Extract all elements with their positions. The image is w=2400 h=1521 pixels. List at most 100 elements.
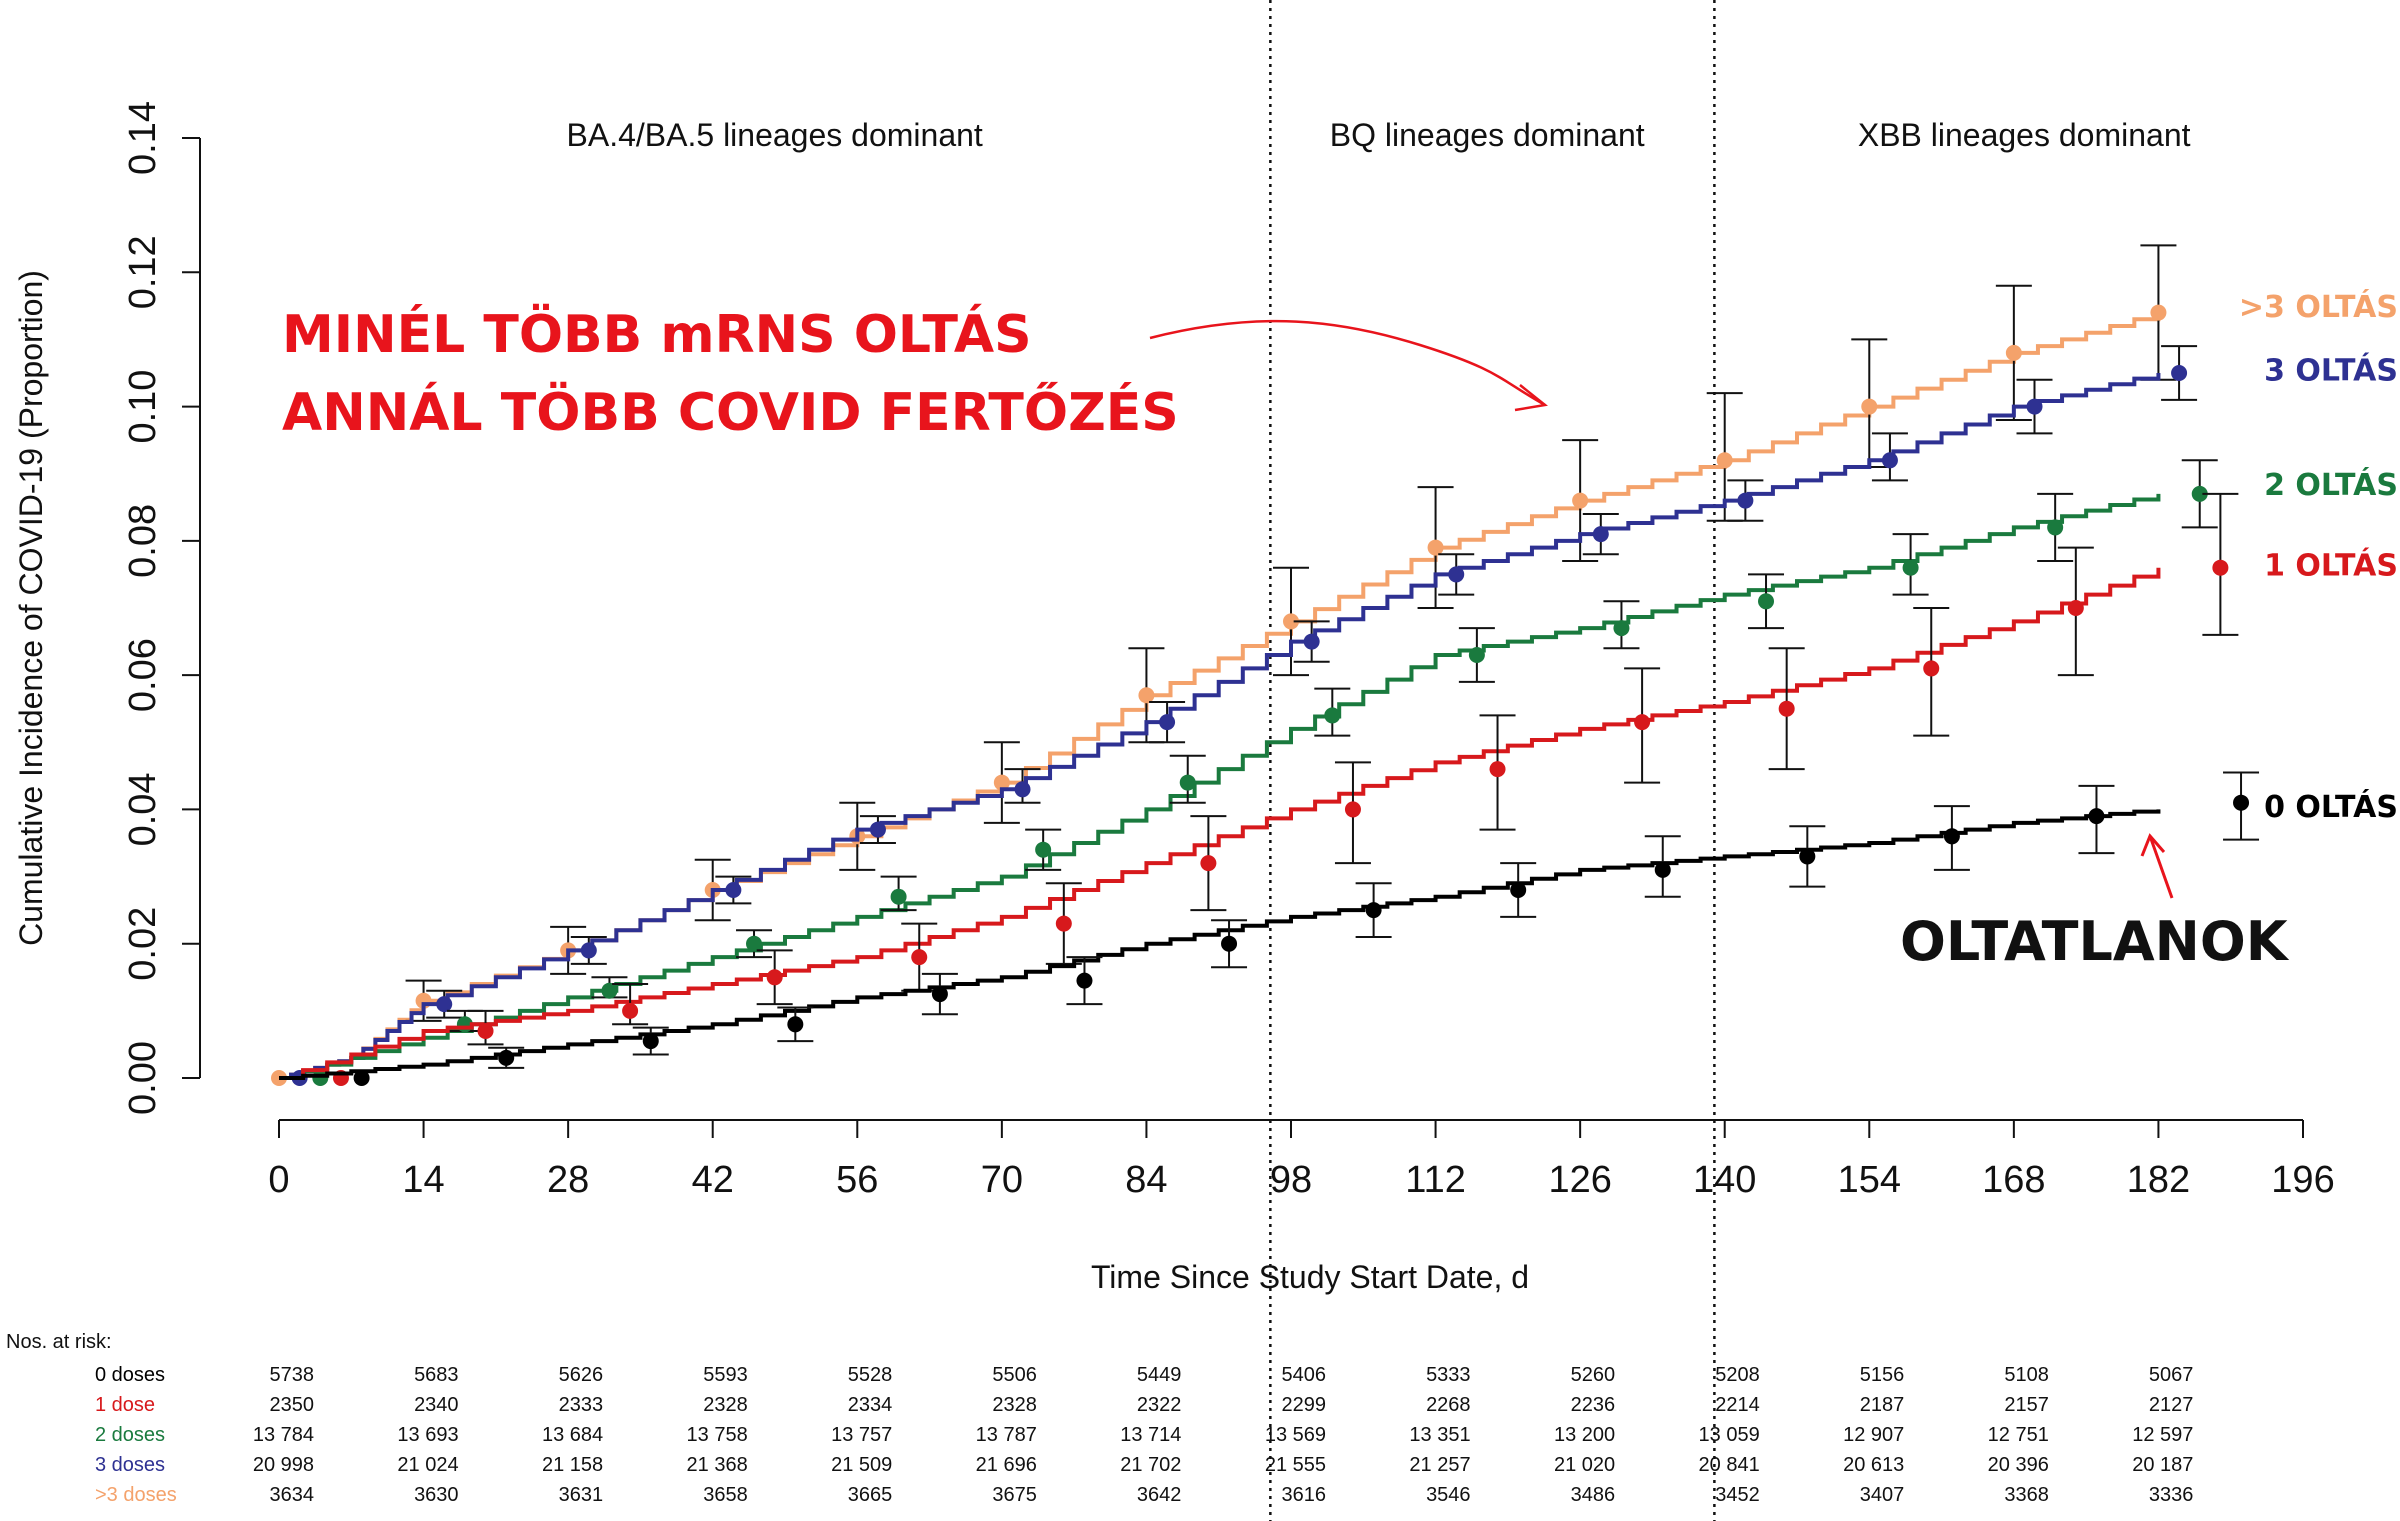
y-tick-label: 0.06 xyxy=(122,638,164,712)
data-point xyxy=(1468,647,1485,663)
risk-cell: 20 396 xyxy=(1988,1454,2049,1476)
risk-cell: 21 368 xyxy=(687,1454,748,1476)
data-point xyxy=(2191,485,2208,502)
risk-cell: 13 757 xyxy=(831,1424,892,1446)
data-point xyxy=(1014,781,1031,798)
risk-cell: 13 784 xyxy=(253,1424,314,1446)
data-point xyxy=(601,982,618,999)
risk-cell: 5449 xyxy=(1137,1364,1182,1386)
data-point xyxy=(1758,593,1775,610)
data-point xyxy=(1923,660,1940,677)
data-point xyxy=(1510,882,1527,898)
data-point xyxy=(1592,526,1609,543)
series-curve xyxy=(279,373,2161,1080)
risk-cell: 13 200 xyxy=(1554,1424,1615,1446)
x-tick-label: 126 xyxy=(1548,1159,1611,1201)
risk-cell: 5333 xyxy=(1426,1364,1471,1386)
data-point xyxy=(2026,398,2043,415)
headline-arrow xyxy=(1149,319,1546,407)
x-tick-label: 182 xyxy=(2127,1159,2190,1201)
data-point xyxy=(1572,492,1589,509)
data-point xyxy=(622,1002,639,1019)
risk-cell: 21 024 xyxy=(397,1454,458,1476)
data-point xyxy=(1076,972,1093,989)
data-point xyxy=(580,942,597,959)
headline-line-1: MINÉL TÖBB mRNS OLTÁS xyxy=(282,303,1032,365)
data-point xyxy=(1324,707,1341,724)
data-point xyxy=(436,996,453,1013)
y-tick-label: 0.12 xyxy=(122,235,164,309)
series-layer xyxy=(271,244,2260,1086)
data-point xyxy=(890,888,907,905)
x-tick-label: 84 xyxy=(1125,1159,1167,1201)
risk-cell: 13 787 xyxy=(976,1424,1037,1446)
x-tick-label: 14 xyxy=(402,1159,444,1201)
x-tick-label: 196 xyxy=(2271,1159,2334,1201)
risk-cell: 21 158 xyxy=(542,1454,603,1476)
period-regions: BA.4/BA.5 lineages dominant BQ lineages d… xyxy=(567,0,2191,1521)
risk-cell: 3675 xyxy=(992,1484,1037,1506)
risk-cell: 20 187 xyxy=(2132,1454,2193,1476)
risk-cell: 2157 xyxy=(2004,1394,2049,1416)
annotations-layer: MINÉL TÖBB mRNS OLTÁS ANNÁL TÖBB COVID F… xyxy=(282,289,2398,973)
data-point xyxy=(1489,761,1506,778)
data-point xyxy=(1159,714,1176,731)
series-curve xyxy=(279,809,2161,1080)
series-group xyxy=(271,244,2177,1086)
data-point xyxy=(725,882,742,898)
data-point xyxy=(1861,398,1878,415)
data-point xyxy=(1654,861,1671,878)
data-point xyxy=(746,935,763,952)
risk-row-label: 0 doses xyxy=(95,1364,165,1386)
risk-cell: 5108 xyxy=(2004,1364,2049,1386)
x-tick-label: 56 xyxy=(836,1159,878,1201)
risk-cell: 21 702 xyxy=(1120,1454,1181,1476)
x-tick-label: 28 xyxy=(547,1159,589,1201)
risk-row-label: 3 doses xyxy=(95,1454,165,1476)
risk-cell: 20 841 xyxy=(1699,1454,1760,1476)
x-tick-label: 168 xyxy=(1982,1159,2045,1201)
risk-cell: 5626 xyxy=(559,1364,604,1386)
data-point xyxy=(911,949,928,966)
risk-cell: 3631 xyxy=(559,1484,604,1506)
risk-cell: 3546 xyxy=(1426,1484,1471,1506)
y-tick-label: 0.10 xyxy=(122,370,164,444)
series-group xyxy=(279,771,2260,1086)
risk-cell: 13 714 xyxy=(1120,1424,1181,1446)
data-point xyxy=(1283,613,1299,630)
data-point xyxy=(1179,774,1196,791)
y-tick-label: 0.04 xyxy=(122,772,164,846)
risk-cell: 13 758 xyxy=(687,1424,748,1446)
data-point xyxy=(2233,794,2250,811)
data-point xyxy=(2212,559,2229,576)
x-axis-title: Time Since Study Start Date, d xyxy=(1091,1259,1529,1295)
end-label: >3 OLTÁS xyxy=(2239,289,2398,325)
data-point xyxy=(2088,808,2105,825)
risk-cell: 2350 xyxy=(270,1394,315,1416)
data-point xyxy=(869,821,886,838)
risk-cell: 5260 xyxy=(1571,1364,1616,1386)
risk-cell: 20 998 xyxy=(253,1454,314,1476)
data-point xyxy=(1344,801,1361,818)
risk-cell: 2187 xyxy=(1860,1394,1905,1416)
data-point xyxy=(931,986,948,1003)
end-label: 2 OLTÁS xyxy=(2264,467,2398,503)
x-tick-label: 0 xyxy=(268,1159,289,1201)
data-point xyxy=(1365,902,1382,919)
data-point xyxy=(2150,304,2167,321)
risk-cell: 2236 xyxy=(1571,1394,1616,1416)
data-point xyxy=(1943,828,1960,845)
risk-cell: 5738 xyxy=(270,1364,315,1386)
risk-cell: 21 696 xyxy=(976,1454,1037,1476)
risk-cell: 3634 xyxy=(270,1484,315,1506)
risk-cell: 3368 xyxy=(2004,1484,2049,1506)
risk-cell: 3642 xyxy=(1137,1484,1182,1506)
data-point xyxy=(477,1023,494,1039)
risk-cell: 5156 xyxy=(1860,1364,1905,1386)
data-point xyxy=(1303,633,1320,650)
risk-cell: 2340 xyxy=(414,1394,459,1416)
x-tick-label: 140 xyxy=(1693,1159,1756,1201)
risk-cell: 3452 xyxy=(1715,1484,1760,1506)
risk-cell: 5528 xyxy=(848,1364,893,1386)
